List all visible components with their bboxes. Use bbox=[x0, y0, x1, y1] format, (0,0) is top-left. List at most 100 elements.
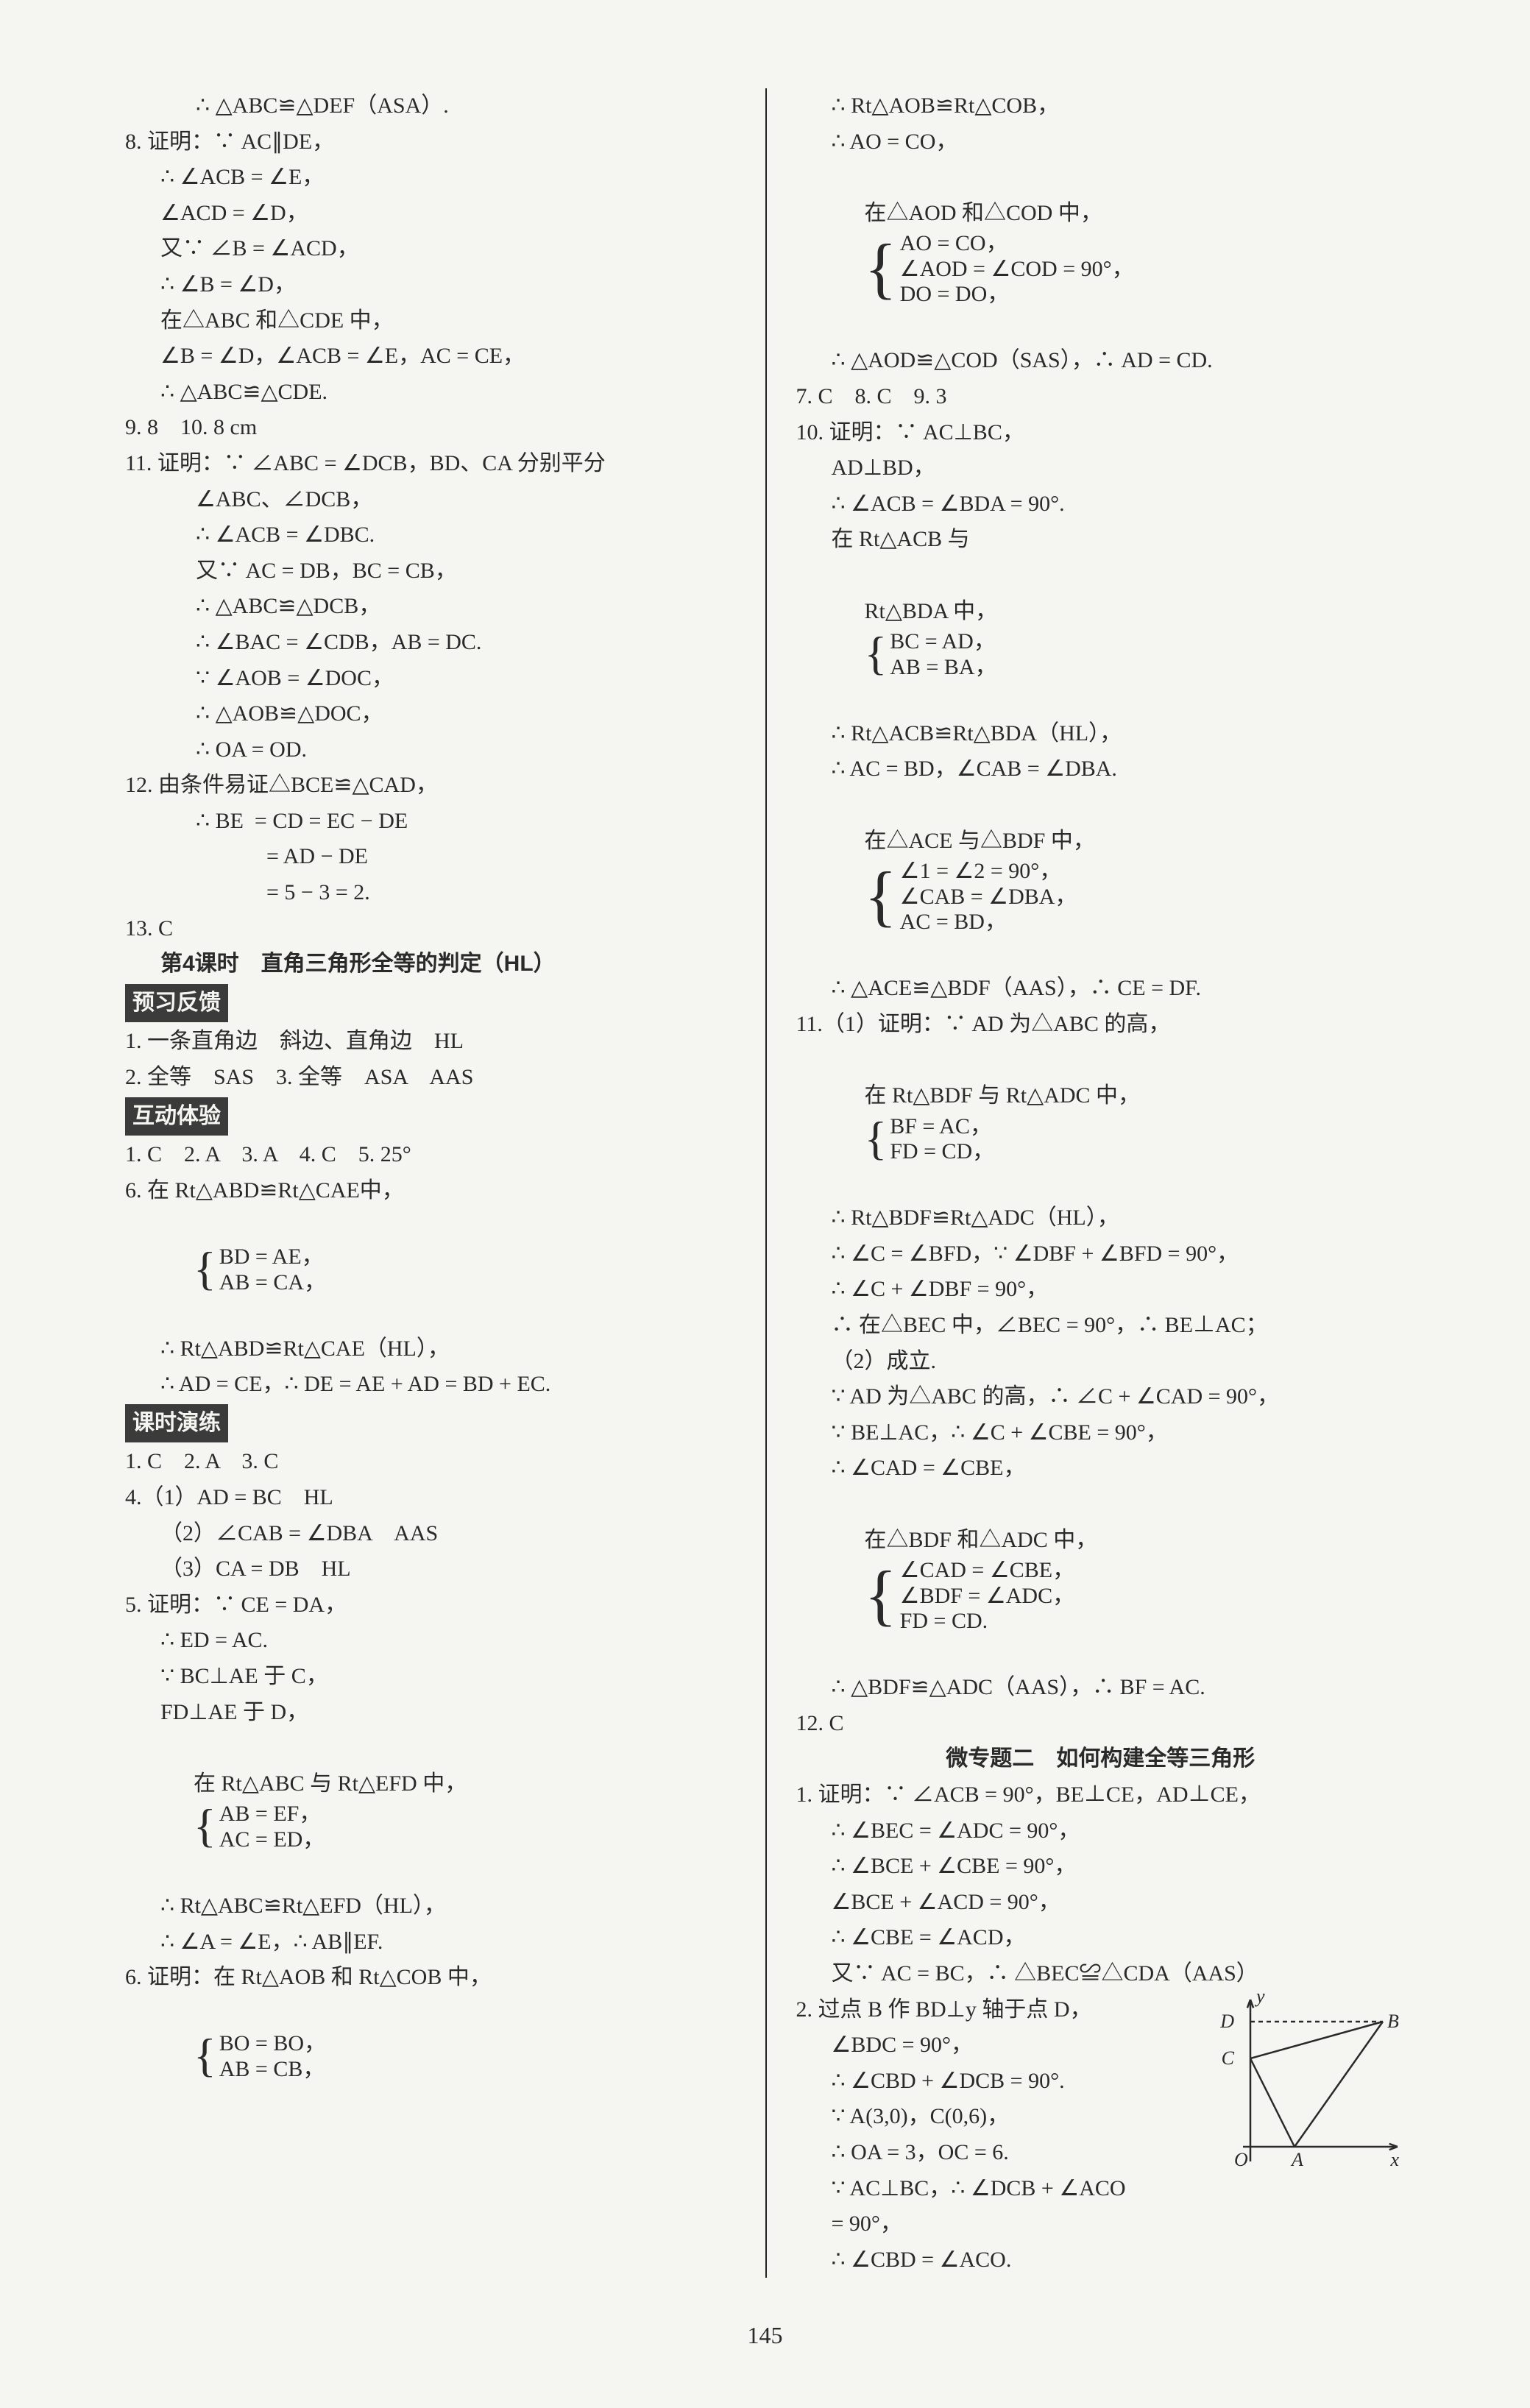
text-line: 在△ABC 和△CDE 中， bbox=[125, 303, 736, 339]
text-line: ∵ AD 为△ABC 的高，∴ ∠C + ∠CAD = 90°， bbox=[796, 1379, 1406, 1415]
left-brace-icon: { ∠1 = ∠2 = 90°， ∠CAB = ∠DBA， AC = BD， bbox=[865, 859, 1077, 935]
brace-row: BC = AD， bbox=[890, 629, 996, 655]
svg-text:A: A bbox=[1290, 2149, 1303, 2170]
brace-row: AO = CO， bbox=[900, 231, 1134, 257]
text-line: 10. 证明：∵ AC⊥BC， bbox=[796, 415, 1406, 451]
brace-row: AB = EF， bbox=[219, 1802, 325, 1827]
text-line: ∵ BE⊥AC，∴ ∠C + ∠CBE = 90°， bbox=[796, 1415, 1406, 1451]
left-brace-icon: { BD = AE， AB = CA， bbox=[194, 1244, 326, 1295]
text-line: ∴ Rt△ABC≌Rt△EFD（HL）， bbox=[125, 1888, 736, 1924]
text-line: 又∵ ∠B = ∠ACD， bbox=[125, 231, 736, 267]
problem-2-block: OAxyCDB 2. 过点 B 作 BD⊥y 轴于点 D， ∠BDC = 90°… bbox=[796, 1992, 1406, 2278]
left-column: ∴ △ABC≌△DEF（ASA）. 8. 证明：∵ AC∥DE， ∴ ∠ACB … bbox=[125, 88, 765, 2278]
left-brace-icon: { BO = BO， AB = CB， bbox=[194, 2031, 326, 2082]
text-line: ∴ ∠ACB = ∠DBC. bbox=[125, 517, 736, 553]
brace-line: 在△BDF 和△ADC 中， { ∠CAD = ∠CBE， ∠BDF = ∠AD… bbox=[796, 1487, 1406, 1670]
brace-row: DO = DO， bbox=[900, 282, 1134, 308]
brace-row: FD = CD. bbox=[900, 1609, 1074, 1635]
text-line: ∴ △AOB≌△DOC， bbox=[125, 696, 736, 732]
text-line: ∴ ∠BEC = ∠ADC = 90°， bbox=[796, 1813, 1406, 1849]
text-line: ∴ △AOD≌△COD（SAS），∴ AD = CD. bbox=[796, 343, 1406, 379]
brace-line: 在△AOD 和△COD 中， { AO = CO， ∠AOD = ∠COD = … bbox=[796, 160, 1406, 343]
coordinate-figure: O Ax y CD B bbox=[1214, 1992, 1405, 2184]
section-band-practice: 课时演练 bbox=[125, 1403, 736, 1445]
text-line: ∴ ∠C + ∠DBF = 90°， bbox=[796, 1272, 1406, 1308]
text-line: ∴ ∠CBD = ∠ACO. bbox=[796, 2242, 1406, 2278]
text-line: ∴ ∠C = ∠BFD，∵ ∠DBF + ∠BFD = 90°， bbox=[796, 1236, 1406, 1272]
brace-prefix: 在 Rt△BDF 与 Rt△ADC 中， bbox=[865, 1083, 1141, 1108]
svg-text:D: D bbox=[1219, 2011, 1234, 2032]
text-line: = AD − DE bbox=[125, 839, 736, 875]
text-line: ∠ACD = ∠D， bbox=[125, 196, 736, 232]
brace-row: FD = CD， bbox=[890, 1139, 994, 1165]
text-line: （2）成立. bbox=[796, 1344, 1406, 1380]
text-line: = 90°， bbox=[796, 2206, 1406, 2242]
text-line: = 5 − 3 = 2. bbox=[125, 875, 736, 911]
text-line: 7. C 8. C 9. 3 bbox=[796, 379, 1406, 415]
text-line: 1. C 2. A 3. A 4. C 5. 25° bbox=[125, 1137, 736, 1173]
text-line: 1. C 2. A 3. C bbox=[125, 1444, 736, 1480]
svg-text:x: x bbox=[1389, 2149, 1399, 2170]
page-number: 145 bbox=[125, 2322, 1405, 2349]
text-line: （3）CA = DB HL bbox=[125, 1551, 736, 1587]
brace-row: BF = AC， bbox=[890, 1114, 994, 1140]
figure-svg: O Ax y CD B bbox=[1214, 1992, 1405, 2184]
brace-prefix: 在△ACE 与△BDF 中， bbox=[865, 829, 1095, 853]
columns: ∴ △ABC≌△DEF（ASA）. 8. 证明：∵ AC∥DE， ∴ ∠ACB … bbox=[125, 88, 1405, 2278]
text-line: ∴ ∠B = ∠D， bbox=[125, 267, 736, 303]
text-line: 在 Rt△ACB 与 bbox=[796, 522, 1406, 558]
brace-row: AC = BD， bbox=[900, 910, 1077, 935]
brace-row: BO = BO， bbox=[219, 2031, 326, 2057]
text-line: 4.（1）AD = BC HL bbox=[125, 1480, 736, 1516]
text-line: 6. 证明：在 Rt△AOB 和 Rt△COB 中， bbox=[125, 1960, 736, 1996]
text-line: ∠BCE + ∠ACD = 90°， bbox=[796, 1885, 1406, 1921]
brace-row: ∠AOD = ∠COD = 90°， bbox=[900, 257, 1134, 283]
brace-prefix: 在△BDF 和△ADC 中， bbox=[865, 1528, 1098, 1552]
svg-text:B: B bbox=[1387, 2011, 1399, 2032]
svg-text:y: y bbox=[1254, 1992, 1265, 2007]
micro-topic-title: 微专题二 如何构建全等三角形 bbox=[796, 1741, 1406, 1777]
brace-prefix: 在△AOD 和△COD 中， bbox=[865, 201, 1102, 225]
text-line: ∴ BE = CD = EC − DE bbox=[125, 804, 736, 840]
text-line: ∴ Rt△AOB≌Rt△COB， bbox=[796, 88, 1406, 124]
brace-row: AB = CB， bbox=[219, 2057, 326, 2083]
text-line: ∴ ∠A = ∠E，∴ AB∥EF. bbox=[125, 1924, 736, 1961]
text-line: ∴ △ACE≌△BDF（AAS），∴ CE = DF. bbox=[796, 971, 1406, 1007]
left-brace-icon: { AB = EF， AC = ED， bbox=[194, 1802, 325, 1852]
text-line: 又∵ AC = DB，BC = CB， bbox=[125, 553, 736, 589]
brace-row: ∠BDF = ∠ADC， bbox=[900, 1584, 1074, 1610]
text-line: 又∵ AC = BC，∴ △BEC≌△CDA（AAS） bbox=[796, 1956, 1406, 1992]
svg-text:C: C bbox=[1222, 2047, 1235, 2069]
text-line: ∴ 在△BEC 中，∠BEC = 90°，∴ BE⊥AC； bbox=[796, 1308, 1406, 1344]
brace-row: ∠CAB = ∠DBA， bbox=[900, 885, 1077, 910]
section-band-interact: 互动体验 bbox=[125, 1096, 736, 1138]
text-line: ∴ ED = AC. bbox=[125, 1623, 736, 1659]
text-line: FD⊥AE 于 D， bbox=[125, 1695, 736, 1731]
text-line: ∠ABC、∠DCB， bbox=[125, 482, 736, 518]
text-line: 5. 证明：∵ CE = DA， bbox=[125, 1587, 736, 1623]
text-line: ∴ Rt△ABD≌Rt△CAE（HL）， bbox=[125, 1331, 736, 1367]
text-line: ∴ Rt△ACB≌Rt△BDA（HL）， bbox=[796, 716, 1406, 752]
lesson-title: 第4课时 直角三角形全等的判定（HL） bbox=[125, 946, 736, 982]
brace-row: ∠CAD = ∠CBE， bbox=[900, 1558, 1074, 1584]
brace-row: AB = CA， bbox=[219, 1270, 326, 1296]
text-line: ∴ ∠BAC = ∠CDB，AB = DC. bbox=[125, 625, 736, 661]
text-line: （2）∠CAB = ∠DBA AAS bbox=[125, 1516, 736, 1552]
text-line: ∴ AO = CO， bbox=[796, 124, 1406, 160]
brace-line: 在 Rt△BDF 与 Rt△ADC 中， { BF = AC， FD = CD， bbox=[796, 1042, 1406, 1200]
text-line: ∵ BC⊥AE 于 C， bbox=[125, 1659, 736, 1695]
left-brace-icon: { ∠CAD = ∠CBE， ∠BDF = ∠ADC， FD = CD. bbox=[865, 1558, 1075, 1635]
text-line: ∴ OA = OD. bbox=[125, 732, 736, 768]
text-line: 13. C bbox=[125, 911, 736, 947]
svg-text:O: O bbox=[1234, 2149, 1248, 2170]
text-line: 9. 8 10. 8 cm bbox=[125, 410, 736, 446]
band-label: 课时演练 bbox=[125, 1404, 228, 1443]
text-line: ∴ ∠CAD = ∠CBE， bbox=[796, 1451, 1406, 1487]
right-column: ∴ Rt△AOB≌Rt△COB， ∴ AO = CO， 在△AOD 和△COD … bbox=[765, 88, 1406, 2278]
text-line: 8. 证明：∵ AC∥DE， bbox=[125, 124, 736, 160]
brace-line: Rt△BDA 中， { BC = AD， AB = BA， bbox=[796, 558, 1406, 716]
left-brace-icon: { BF = AC， FD = CD， bbox=[865, 1114, 995, 1165]
text-line: ∴ △ABC≌△DCB， bbox=[125, 589, 736, 625]
text-line: ∴ △BDF≌△ADC（AAS），∴ BF = AC. bbox=[796, 1670, 1406, 1706]
section-band-preview: 预习反馈 bbox=[125, 982, 736, 1024]
